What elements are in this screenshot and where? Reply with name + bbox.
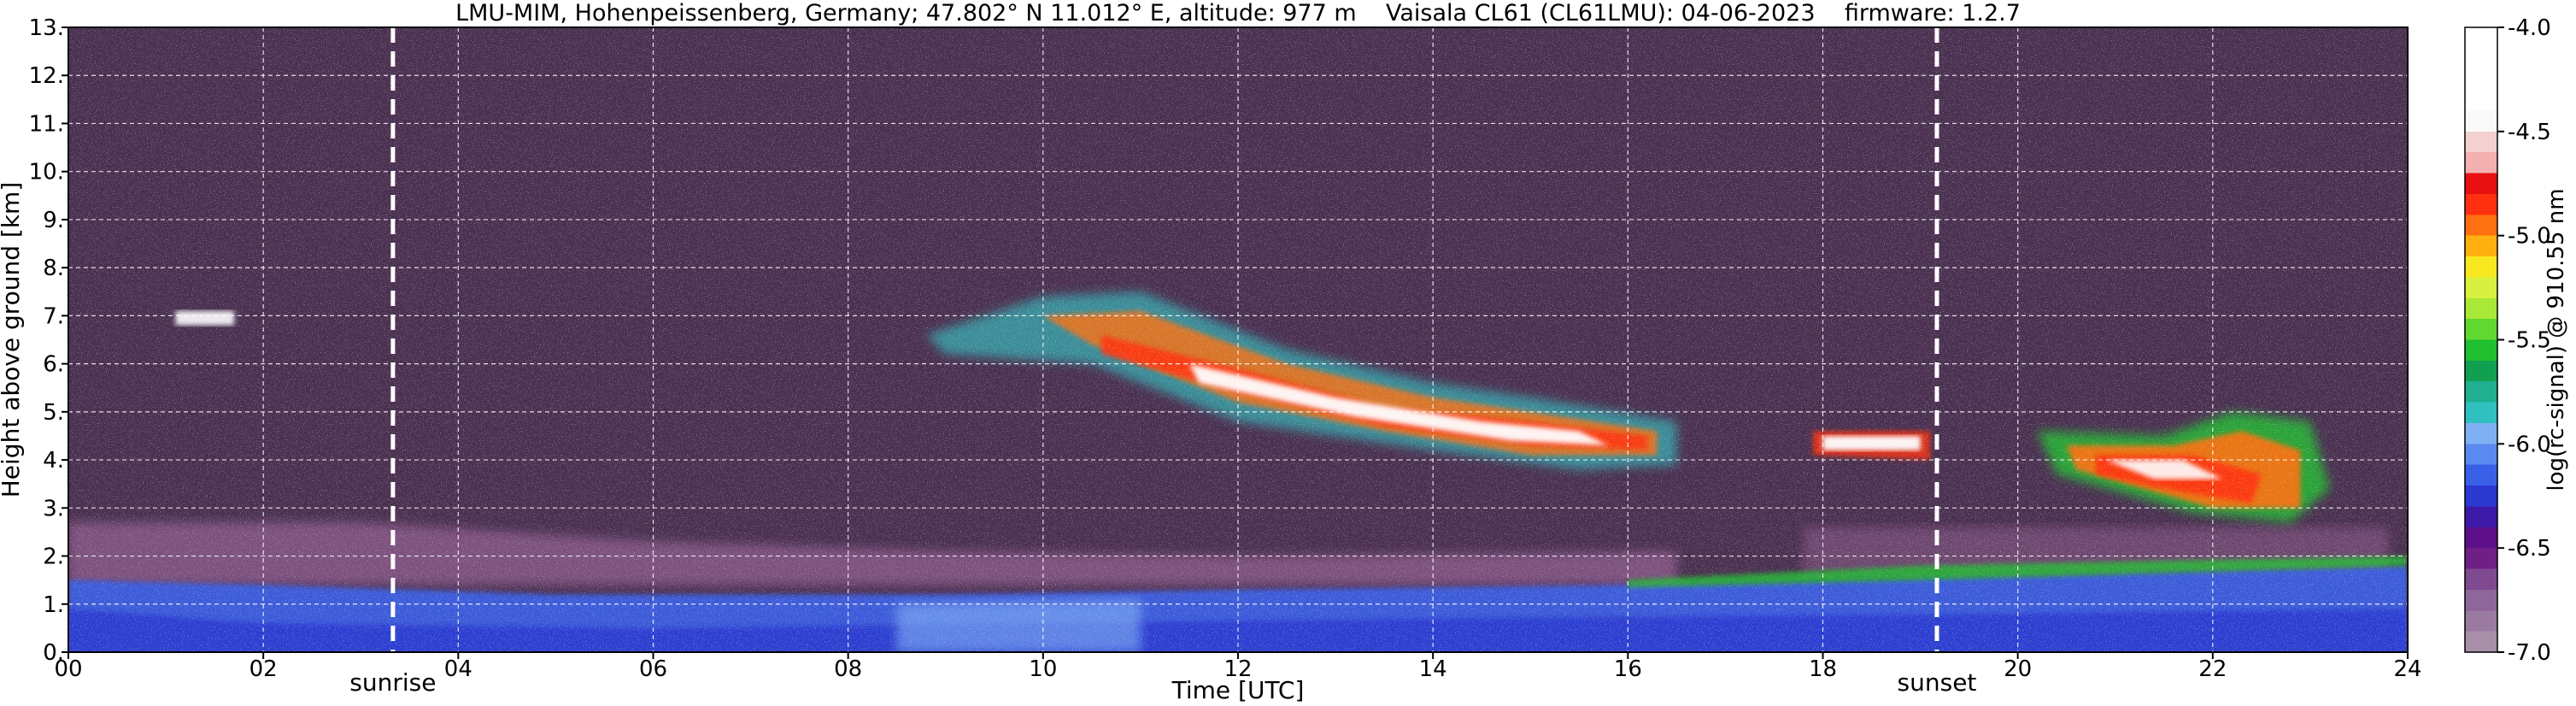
x-tick-label: 00 <box>54 656 82 682</box>
event-labels: sunrise sunset <box>349 668 1976 697</box>
x-tick-label: 08 <box>834 656 862 682</box>
x-tick-label: 16 <box>1614 656 1642 682</box>
y-tick-label: 8. <box>43 256 64 281</box>
x-tick-label: 18 <box>1809 656 1837 682</box>
chart-title: LMU-MIM, Hohenpeissenberg, Germany; 47.8… <box>455 0 2021 26</box>
y-tick-label: 0. <box>43 640 64 666</box>
event-label: sunrise <box>349 668 436 697</box>
x-tick-label: 06 <box>639 656 667 682</box>
y-tick-label: 12. <box>29 63 64 89</box>
y-tick-label: 2. <box>43 544 64 570</box>
y-tick-label: 4. <box>43 448 64 474</box>
y-axis-ticks: 0. 1. 2. 3. 4. 5. 6. 7. 8. 9. 10. 11. 12. 13. <box>29 15 68 666</box>
y-tick-label: 3. <box>43 496 64 521</box>
colorbar-tick-label: -5.5 <box>2508 328 2551 354</box>
colorbar-tick-label: -7.0 <box>2508 640 2551 666</box>
y-tick-label: 7. <box>43 303 64 329</box>
y-tick-label: 11. <box>29 111 64 137</box>
x-axis-ticks: 00 02 04 06 08 10 12 14 16 18 20 22 24 <box>54 652 2422 682</box>
y-tick-label: 6. <box>43 352 64 378</box>
y-tick-label: 9. <box>43 208 64 233</box>
colorbar-tick-label: -4.5 <box>2508 120 2551 145</box>
x-tick-label: 10 <box>1029 656 1057 682</box>
event-label: sunset <box>1898 668 1977 697</box>
x-tick-label: 20 <box>2004 656 2032 682</box>
y-tick-label: 10. <box>29 160 64 185</box>
x-axis-label: Time [UTC] <box>1171 676 1305 704</box>
colorbar-bar <box>2464 26 2498 653</box>
y-tick-label: 5. <box>43 400 64 426</box>
colorbar: -4.0 -4.5 -5.0 -5.5 -6.0 -6.5 -7.0 log(rc-sign… <box>2464 15 2569 666</box>
x-tick-label: 04 <box>444 656 472 682</box>
x-tick-label: 22 <box>2198 656 2227 682</box>
x-tick-label: 14 <box>1419 656 1447 682</box>
y-tick-label: 1. <box>43 592 64 618</box>
y-axis-label: Height above ground [km] <box>0 182 25 498</box>
colorbar-tick-label: -5.0 <box>2508 224 2551 250</box>
event-lines <box>390 27 1939 652</box>
y-tick-label: 13. <box>29 15 64 41</box>
plot-area <box>68 27 2408 652</box>
colorbar-tick-label: -6.0 <box>2508 432 2551 457</box>
colorbar-ticks: -4.0 -4.5 -5.0 -5.5 -6.0 -6.5 -7.0 <box>2497 15 2551 666</box>
x-tick-label: 24 <box>2393 656 2421 682</box>
colorbar-tick-label: -4.0 <box>2508 15 2551 41</box>
grid <box>68 27 2408 652</box>
colorbar-tick-label: -6.5 <box>2508 536 2551 562</box>
x-tick-label: 12 <box>1223 656 1252 682</box>
x-tick-label: 02 <box>249 656 278 682</box>
colorbar-label: log(rc-signal) @ 910.55 nm <box>2544 188 2569 491</box>
